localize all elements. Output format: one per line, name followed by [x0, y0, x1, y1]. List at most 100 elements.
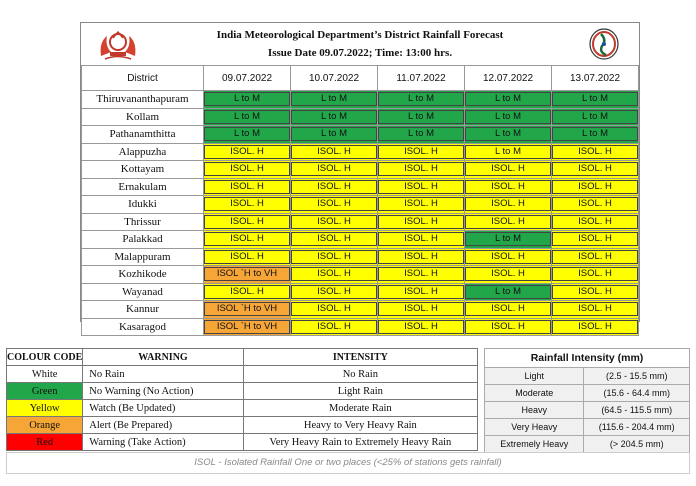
rainfall-intensity-panel: Rainfall Intensity (mm) Light (2.5 - 15.5… [483, 348, 690, 453]
forecast-cell: L to M [377, 125, 465, 144]
forecast-value: ISOL. H [465, 162, 551, 177]
intensity-label: Very Heavy [483, 418, 585, 436]
district-row: Kozhikode ISOL `H to VH ISOL. H ISOL. H ISOL… [81, 265, 639, 284]
forecast-cell: L to M [551, 107, 639, 126]
intensity-title-row: Rainfall Intensity (mm) [484, 348, 690, 368]
forecast-value: L to M [378, 109, 464, 124]
date-column-header: 09.07.2022 [203, 65, 291, 91]
forecast-value: ISOL. H [204, 144, 290, 159]
forecast-cell: L to M [290, 90, 378, 109]
forecast-cell: L to M [551, 125, 639, 144]
intensity-text: No Rain [242, 365, 479, 383]
district-name: Palakkad [81, 230, 204, 249]
forecast-value: L to M [465, 144, 551, 159]
forecast-cell: ISOL. H [551, 265, 639, 284]
forecast-value: ISOL. H [465, 249, 551, 264]
forecast-cell: ISOL. H [290, 300, 378, 319]
forecast-value: L to M [465, 232, 551, 247]
forecast-value: L to M [552, 92, 638, 107]
intensity-text: Moderate Rain [242, 399, 479, 417]
forecast-value: ISOL. H [291, 162, 377, 177]
date-column-header: 12.07.2022 [464, 65, 552, 91]
intensity-range: (64.5 - 115.5 mm) [583, 401, 690, 419]
forecast-value: L to M [465, 92, 551, 107]
forecast-header: India Meteorological Department’s Distri… [81, 23, 639, 65]
forecast-cell: ISOL. H [203, 142, 291, 161]
district-name: Thiruvananthapuram [81, 90, 204, 109]
intensity-header: INTENSITY [242, 348, 479, 366]
forecast-cell: ISOL `H to VH [203, 265, 291, 284]
legend-table: COLOUR CODE WARNING INTENSITY White No Ra… [5, 348, 479, 451]
forecast-value: ISOL. H [465, 319, 551, 334]
forecast-cell: ISOL. H [464, 265, 552, 284]
district-row: Kasaragod ISOL `H to VH ISOL. H ISOL. H ISOL… [81, 317, 639, 336]
forecast-cell: ISOL. H [377, 177, 465, 196]
warning-text: Watch (Be Updated) [82, 399, 244, 417]
forecast-value: ISOL. H [204, 249, 290, 264]
forecast-value: L to M [465, 284, 551, 299]
issue-date: Issue Date 09.07.2022; Time: 13:00 hrs. [267, 47, 453, 59]
district-row: Thrissur ISOL. H ISOL. H ISOL. H ISOL. H ISOL… [81, 212, 639, 231]
forecast-cell: ISOL. H [464, 300, 552, 319]
district-column-header: District [81, 65, 204, 91]
forecast-cell: L to M [203, 125, 291, 144]
forecast-value: L to M [465, 127, 551, 142]
intensity-text: Heavy to Very Heavy Rain [242, 416, 479, 434]
forecast-cell: ISOL. H [203, 160, 291, 179]
forecast-cell: ISOL. H [203, 212, 291, 231]
forecast-cell: ISOL. H [464, 247, 552, 266]
legend-row: White No Rain No Rain [5, 365, 479, 383]
colour-code-swatch: Yellow [5, 399, 84, 417]
isol-footnote: ISOL - Isolated Rainfall One or two plac… [6, 452, 690, 474]
intensity-label: Heavy [483, 401, 585, 419]
forecast-value: L to M [291, 127, 377, 142]
forecast-cell: ISOL. H [290, 265, 378, 284]
forecast-cell: ISOL. H [551, 230, 639, 249]
forecast-value: ISOL. H [204, 179, 290, 194]
forecast-cell: ISOL. H [377, 212, 465, 231]
forecast-cell: ISOL. H [203, 247, 291, 266]
forecast-value: ISOL. H [552, 162, 638, 177]
forecast-cell: ISOL. H [290, 195, 378, 214]
forecast-value: ISOL. H [552, 267, 638, 282]
legend-row: Green No Warning (No Action) Light Rain [5, 382, 479, 400]
warning-legend: COLOUR CODE WARNING INTENSITY White No Ra… [5, 348, 479, 451]
forecast-value: ISOL. H [552, 319, 638, 334]
forecast-value: ISOL. H [291, 232, 377, 247]
warning-text: Alert (Be Prepared) [82, 416, 244, 434]
forecast-value: L to M [204, 92, 290, 107]
forecast-title: India Meteorological Department’s Distri… [216, 29, 504, 41]
forecast-value: ISOL. H [291, 302, 377, 317]
forecast-value: ISOL. H [465, 267, 551, 282]
forecast-cell: ISOL. H [377, 230, 465, 249]
forecast-value: ISOL. H [291, 197, 377, 212]
forecast-value: ISOL. H [378, 197, 464, 212]
forecast-cell: ISOL. H [551, 282, 639, 301]
district-row: Kannur ISOL `H to VH ISOL. H ISOL. H ISOL. H… [81, 300, 639, 319]
forecast-value: L to M [552, 109, 638, 124]
intensity-range: (> 204.5 mm) [583, 435, 690, 453]
intensity-range: (15.6 - 64.4 mm) [583, 384, 690, 402]
intensity-row: Extremely Heavy (> 204.5 mm) [483, 435, 690, 453]
forecast-cell: L to M [203, 107, 291, 126]
forecast-cell: L to M [377, 107, 465, 126]
forecast-panel: India Meteorological Department’s Distri… [80, 22, 640, 336]
legend-row: Yellow Watch (Be Updated) Moderate Rain [5, 399, 479, 417]
forecast-value: ISOL. H [204, 214, 290, 229]
forecast-value: ISOL. H [204, 284, 290, 299]
forecast-cell: ISOL. H [377, 195, 465, 214]
forecast-value: ISOL. H [378, 214, 464, 229]
warning-text: No Rain [82, 365, 244, 383]
forecast-cell: L to M [551, 90, 639, 109]
forecast-value: L to M [378, 92, 464, 107]
date-column-header: 10.07.2022 [290, 65, 378, 91]
forecast-cell: L to M [464, 125, 552, 144]
forecast-cell: ISOL. H [290, 247, 378, 266]
forecast-cell: ISOL. H [551, 247, 639, 266]
forecast-value: L to M [204, 127, 290, 142]
